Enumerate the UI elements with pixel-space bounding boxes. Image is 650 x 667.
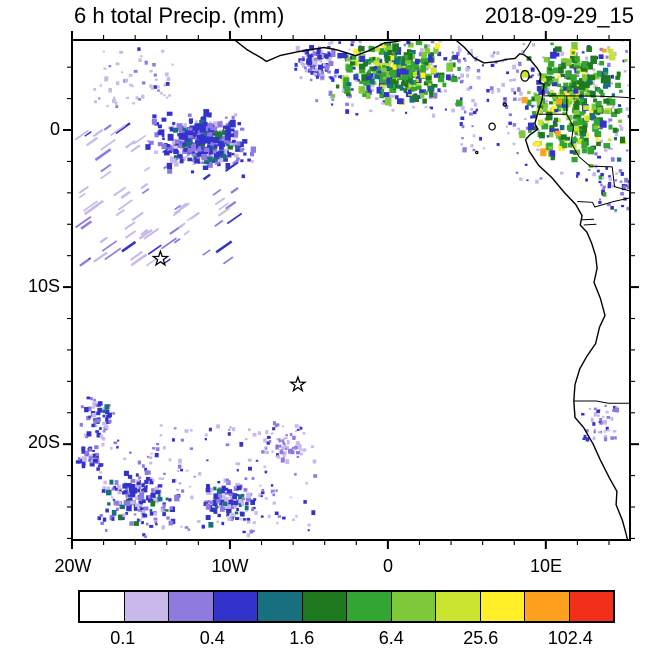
colorbar-labels: 0.1 0.4 1.6 6.4 25.6 102.4: [78, 628, 615, 650]
star-marker: [288, 374, 307, 393]
precip-region-south-scatter: [97, 421, 318, 539]
colorbar-tick-label-3: 6.4: [378, 628, 404, 648]
colorbar-cell-11: [569, 592, 613, 621]
colorbar-cell-0: [80, 592, 125, 621]
precip-region-nw-sparse-specks: [93, 47, 174, 109]
precip-region-south-clump-west: [99, 470, 180, 528]
colorbar-tick-label-1: 0.4: [199, 628, 225, 648]
precip-region-west-africa-land-core: [519, 42, 628, 168]
colorbar-tick-label-5: 102.4: [547, 628, 593, 648]
precip-region-sw-patch-lower: [75, 445, 104, 471]
colorbar-cell-3: [213, 592, 258, 621]
colorbar-cell-2: [169, 592, 214, 621]
colorbar-tick-label-2: 1.6: [289, 628, 315, 648]
colorbar-cell-6: [347, 592, 392, 621]
country-border: [566, 95, 630, 99]
y-axis-label-20s: 20S: [27, 432, 60, 452]
colorbar-cell-7: [391, 592, 436, 621]
chart-title: 6 h total Precip. (mm): [74, 3, 285, 28]
precip-region-namibia-coast-specks: [581, 404, 620, 442]
colorbar-cells: [78, 590, 615, 623]
precip-region-south-clump-light: [263, 423, 307, 465]
colorbar-tick-label-0: 0.1: [110, 628, 136, 648]
precip-region-sw-patch-upper: [79, 396, 115, 439]
y-axis-label-10s: 10S: [27, 276, 60, 296]
country-border: [573, 400, 630, 404]
country-border: [580, 218, 595, 221]
precip-region-right-edge-specks: [598, 169, 630, 213]
colorbar-cell-1: [124, 592, 169, 621]
colorbar-cell-9: [480, 592, 525, 621]
x-axis-label-0: 0: [382, 556, 394, 576]
colorbar-tick-label-4: 25.6: [463, 628, 499, 648]
island: [502, 102, 508, 107]
star-marker: [151, 249, 170, 267]
precip-layer: [74, 40, 630, 539]
island: [488, 122, 496, 131]
axis-ticks: [63, 31, 639, 549]
precip-region-itcz-ocean-band-core: [331, 40, 463, 107]
country-border: [522, 40, 533, 54]
country-border: [566, 114, 630, 192]
precip-region-guinea-coast-specks: [459, 51, 522, 155]
x-axis-label-20w: 20W: [54, 556, 92, 576]
plot-frame: [71, 39, 631, 541]
x-axis-label-10e: 10E: [529, 556, 563, 576]
country-border: [577, 197, 630, 208]
colorbar-cell-4: [258, 592, 303, 621]
colorbar-cell-10: [525, 592, 570, 621]
colorbar-cell-8: [436, 592, 481, 621]
coastline: [234, 40, 404, 63]
geography-layer: [234, 40, 630, 540]
chart-timestamp: 2018-09-29_15: [484, 3, 634, 28]
precip-region-south-clump-mid: [203, 478, 256, 528]
colorbar-cell-5: [302, 592, 347, 621]
precip-region-equatorial-blue-core: [167, 118, 236, 156]
colorbar: 0.1 0.4 1.6 6.4 25.6 102.4: [78, 590, 615, 648]
map-svg: [63, 31, 639, 549]
y-axis-label-0: 0: [49, 119, 60, 139]
island: [520, 69, 530, 82]
country-border: [583, 223, 597, 226]
island: [475, 150, 479, 155]
x-axis-label-10w: 10W: [211, 556, 249, 576]
coastline: [455, 40, 629, 540]
